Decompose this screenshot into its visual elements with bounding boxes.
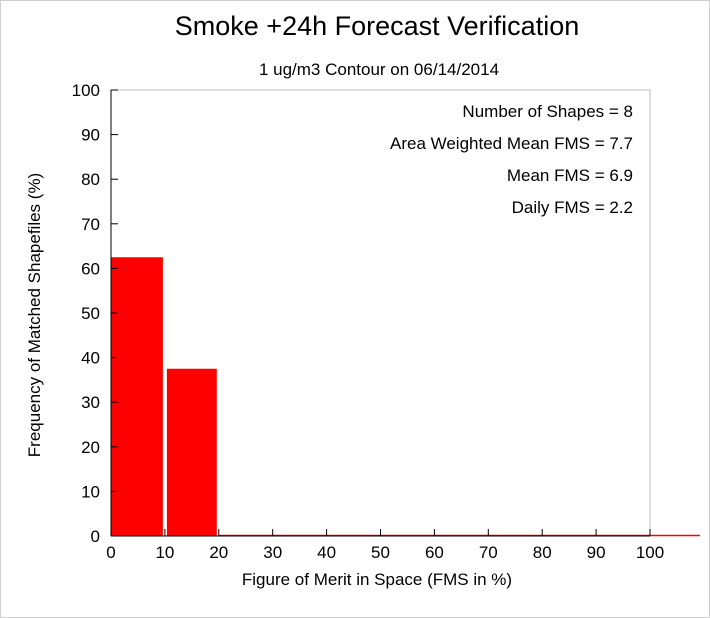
histogram-bar bbox=[166, 368, 217, 536]
x-tick-label: 70 bbox=[479, 543, 498, 562]
annotations-group: Number of Shapes = 8 Area Weighted Mean F… bbox=[390, 102, 633, 217]
stats-annotation: Mean FMS = 6.9 bbox=[507, 166, 633, 185]
stats-annotation: Number of Shapes = 8 bbox=[462, 102, 633, 121]
x-tick-label: 30 bbox=[263, 543, 282, 562]
histogram-bar bbox=[111, 257, 163, 536]
y-tick-label: 90 bbox=[81, 126, 100, 145]
x-tick-label: 90 bbox=[587, 543, 606, 562]
y-tick-label: 80 bbox=[81, 170, 100, 189]
y-tick-label: 70 bbox=[81, 215, 100, 234]
chart-title: Smoke +24h Forecast Verification bbox=[175, 11, 579, 41]
x-tick-label: 50 bbox=[371, 543, 390, 562]
chart-subtitle: 1 ug/m3 Contour on 06/14/2014 bbox=[259, 60, 499, 79]
stats-annotation: Daily FMS = 2.2 bbox=[512, 198, 633, 217]
y-axis-label: Frequency of Matched Shapefiles (%) bbox=[25, 173, 44, 457]
y-tick-label: 0 bbox=[91, 527, 100, 546]
y-tick-label: 30 bbox=[81, 393, 100, 412]
x-tick-label: 80 bbox=[533, 543, 552, 562]
stats-annotation: Area Weighted Mean FMS = 7.7 bbox=[390, 134, 633, 153]
y-tick-label: 40 bbox=[81, 349, 100, 368]
bars-group bbox=[111, 257, 700, 537]
y-tick-label: 100 bbox=[72, 81, 100, 100]
y-tick-label: 50 bbox=[81, 304, 100, 323]
x-tick-label: 40 bbox=[317, 543, 336, 562]
y-tick-label: 60 bbox=[81, 259, 100, 278]
x-tick-label: 0 bbox=[106, 543, 115, 562]
x-tick-label: 10 bbox=[155, 543, 174, 562]
y-tick-label: 20 bbox=[81, 438, 100, 457]
x-tick-label: 60 bbox=[425, 543, 444, 562]
x-tick-label: 100 bbox=[636, 543, 664, 562]
y-tick-label: 10 bbox=[81, 482, 100, 501]
x-tick-label: 20 bbox=[209, 543, 228, 562]
axes-group: 0 10 20 30 40 50 60 70 80 90 100 0 10 20 30 40 50 60 70 80 9… bbox=[72, 81, 665, 562]
x-axis-label: Figure of Merit in Space (FMS in %) bbox=[242, 570, 512, 589]
